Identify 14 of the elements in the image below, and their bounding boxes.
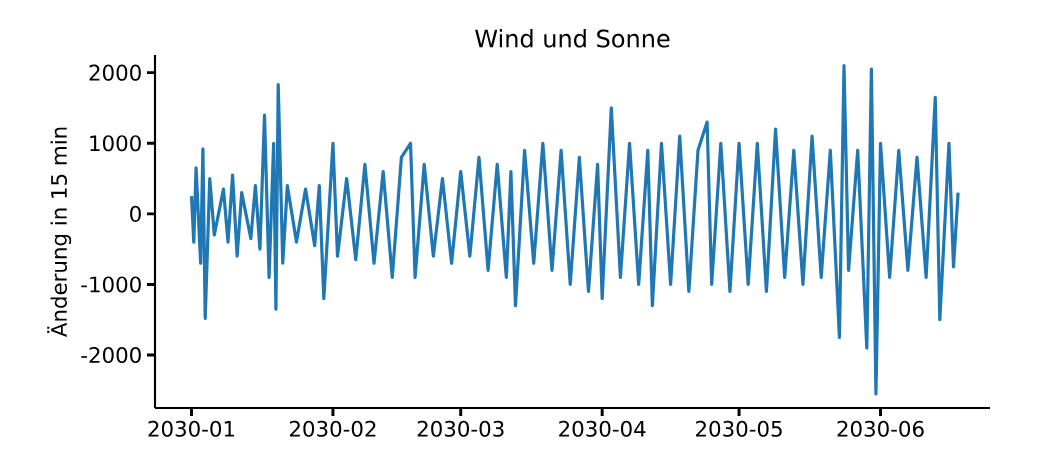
x-tick-label: 2030-05 (696, 420, 782, 437)
x-tick-label: 2030-02 (289, 420, 376, 437)
x-tick-label: 2030-04 (559, 420, 646, 437)
x-tick-label: 2030-06 (837, 420, 924, 437)
y-tick-label: 0 (130, 205, 141, 222)
x-tick-label: 2030-01 (148, 420, 235, 437)
y-tick-label: 1000 (90, 135, 141, 152)
x-tick-label: 2030-03 (417, 420, 504, 437)
chart-title: Wind und Sonne (475, 29, 670, 48)
y-tick-label: 2000 (89, 64, 141, 81)
y-tick-label: -2000 (81, 346, 141, 364)
y-tick-label: -1000 (81, 276, 141, 293)
line-series (189, 63, 960, 396)
y-axis-title: Änderung in 15 min (47, 127, 72, 337)
